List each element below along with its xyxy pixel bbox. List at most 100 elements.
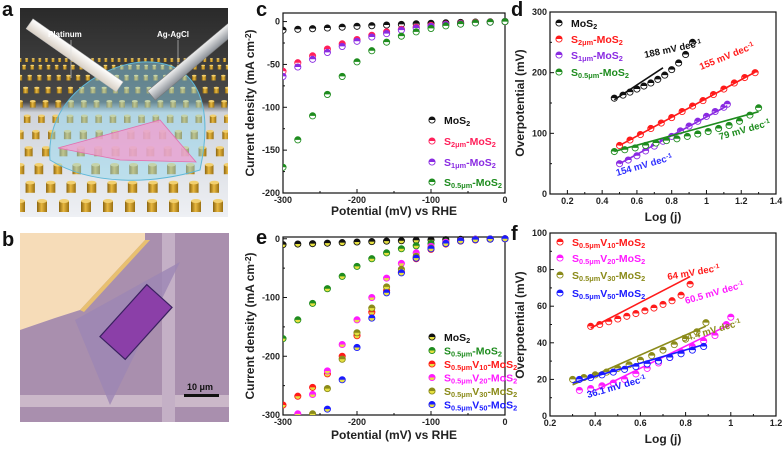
gold-pillar xyxy=(12,87,17,94)
gold-pillar xyxy=(34,86,40,94)
subscript: 0.5μm xyxy=(451,363,473,372)
superscript: -2 xyxy=(243,33,253,41)
gold-pillar xyxy=(20,74,23,81)
gold-pillar xyxy=(185,163,195,175)
gold-pillar xyxy=(209,64,214,70)
text-segment: S xyxy=(571,50,578,62)
superscript: -1 xyxy=(639,374,647,382)
gold-pillar xyxy=(225,86,228,94)
gold-pillar xyxy=(170,100,177,108)
slope-annotation: 54.4 mV dec-1 xyxy=(681,317,743,344)
text-segment: S xyxy=(444,400,451,412)
data-point xyxy=(294,392,302,400)
legend-label: S0.5μmV20-MoS2 xyxy=(572,253,645,266)
data-point xyxy=(338,23,346,31)
text-segment: 154 mV dec xyxy=(615,154,668,179)
gold-pillar xyxy=(97,58,101,62)
legend-item: MoS2 xyxy=(555,18,597,31)
gold-pillar xyxy=(54,64,59,70)
fit-line xyxy=(590,275,691,329)
data-point xyxy=(501,18,509,26)
data-point xyxy=(294,410,302,415)
gold-pillar xyxy=(86,180,97,193)
gold-pillar xyxy=(213,199,223,212)
data-point xyxy=(694,130,702,138)
gold-pillar xyxy=(59,199,69,212)
mos2-flake xyxy=(57,119,197,163)
legend-marker xyxy=(428,178,436,186)
data-point xyxy=(353,22,361,30)
legend-item: S0.5μm-MoS2 xyxy=(428,346,502,358)
data-point xyxy=(353,262,361,270)
legend-label: S0.5μmV20-MoS2 xyxy=(444,373,517,386)
gold-pillar xyxy=(190,129,198,140)
gold-pillar xyxy=(192,74,197,81)
data-point xyxy=(412,254,420,262)
gold-pillar xyxy=(44,58,48,62)
gold-pillar xyxy=(138,114,145,123)
optical-micrograph: 10 μm xyxy=(20,233,229,422)
data-point xyxy=(368,255,376,263)
x-axis-label: Potential (mV) vs RHE xyxy=(331,428,457,442)
legend-item: S0.5μmV20-MoS2 xyxy=(428,373,517,386)
data-point xyxy=(647,79,655,87)
y-tick-label: -100 xyxy=(262,293,280,303)
subscript: 0.5μm xyxy=(451,181,473,190)
x-tick-label: 0.6 xyxy=(631,196,644,206)
gold-pillar xyxy=(110,163,119,175)
text-segment: -MoS xyxy=(487,373,513,385)
data-point xyxy=(383,249,391,257)
text-segment: S xyxy=(444,373,451,385)
data-point xyxy=(659,346,667,354)
legend-label: S0.5μmV50-MoS2 xyxy=(572,288,645,301)
gold-pillar xyxy=(124,86,130,94)
data-point xyxy=(427,24,435,32)
legend-item: S0.5μmV10-MoS2 xyxy=(556,237,645,250)
gold-pillar xyxy=(24,146,33,157)
y-tick-label: 0 xyxy=(542,189,547,199)
text-segment: Log (j) xyxy=(645,210,682,224)
data-point xyxy=(397,245,405,253)
subscript: 2 xyxy=(593,22,597,31)
text-segment: ) xyxy=(243,252,257,256)
data-point xyxy=(427,245,435,253)
gold-pillar xyxy=(217,64,222,70)
data-point xyxy=(383,38,391,46)
gold-pillar xyxy=(22,64,26,70)
x-tick-label: 0.6 xyxy=(634,418,647,428)
text-segment: Potential (mV) vs RHE xyxy=(331,428,457,442)
gold-pillar xyxy=(148,163,157,175)
series-0 xyxy=(610,38,697,102)
gold-pillar xyxy=(209,114,217,123)
gold-pillar xyxy=(221,100,228,108)
subscript: 2 xyxy=(466,119,470,128)
legend-item: S0.5μmV50-MoS2 xyxy=(556,288,645,301)
gold-pillar xyxy=(180,86,186,94)
data-point xyxy=(670,341,678,349)
series-3 xyxy=(283,18,509,171)
gold-pillar xyxy=(117,58,121,62)
gold-pillar xyxy=(202,86,208,94)
gold-pillar xyxy=(170,58,174,62)
y-axis-label: Current density (mA cm-2) xyxy=(243,29,257,176)
text-segment: -MoS xyxy=(487,400,513,412)
y-axis-label: Current density (mA cm-2) xyxy=(243,252,257,399)
text-segment: Potential (mV) vs RHE xyxy=(331,204,457,218)
y-tick-label: 40 xyxy=(537,338,547,348)
text-segment: S xyxy=(572,237,579,249)
gold-pillar xyxy=(144,64,149,70)
gold-pillar xyxy=(56,74,61,81)
text-segment: S xyxy=(571,67,578,79)
data-point xyxy=(383,237,391,245)
gold-pillar xyxy=(37,74,42,81)
chart-panel-d: 0.2 0.4 0.6 0.8 1 1.2 1.4 0 100 200 300 Log (j) Over… xyxy=(513,7,782,224)
gold-pillar xyxy=(189,180,199,193)
fit-line xyxy=(613,67,664,101)
text-segment: V xyxy=(472,359,479,371)
data-point xyxy=(623,312,631,320)
slope-annotation: 155 mV dec-1 xyxy=(698,41,756,73)
gold-pillar xyxy=(157,58,161,62)
data-point xyxy=(294,316,302,324)
series-layer xyxy=(283,18,509,171)
data-point xyxy=(323,285,331,293)
